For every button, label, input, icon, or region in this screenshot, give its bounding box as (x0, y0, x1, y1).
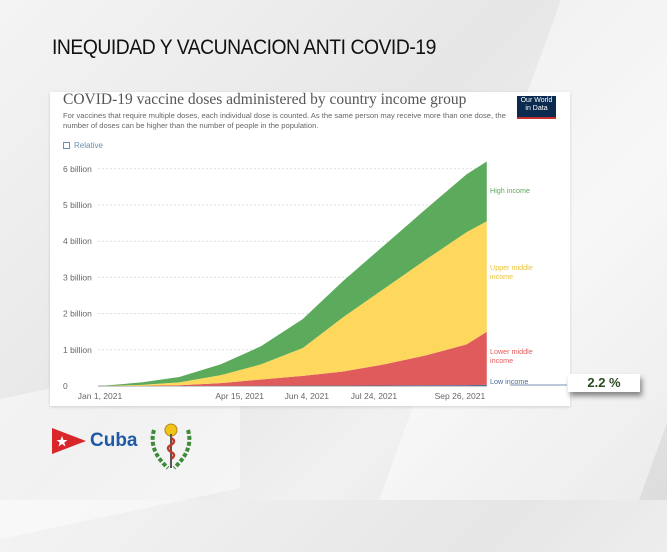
y-tick-label: 5 billion (63, 200, 92, 210)
y-tick-label: 6 billion (63, 164, 92, 174)
x-tick-label: Jun 4, 2021 (285, 391, 330, 401)
slide-title: INEQUIDAD Y VACUNACION ANTI COVID-19 (52, 36, 436, 59)
y-tick-label: 2 billion (63, 309, 92, 319)
cuba-logo-text: Cuba (90, 430, 138, 451)
area-low-income (100, 384, 487, 386)
chart-title: COVID-19 vaccine doses administered by c… (63, 91, 467, 108)
x-tick-label: Sep 26, 2021 (435, 391, 486, 401)
checkbox-icon[interactable] (63, 142, 70, 149)
y-tick-label: 4 billion (63, 236, 92, 246)
area-upper-middle-income (100, 221, 487, 386)
x-tick-label: Apr 15, 2021 (215, 391, 264, 401)
y-tick-label: 1 billion (63, 345, 92, 355)
series-label: High income (490, 186, 530, 195)
x-tick-label: Jan 1, 2021 (78, 391, 123, 401)
chart-svg: 0 1 billion 2 billion 3 billion 4 billion 5 b… (63, 161, 567, 401)
series-label: Upper middle income (490, 263, 533, 281)
y-tick-label: 0 (63, 381, 68, 391)
chart-subtitle: For vaccines that require multiple doses… (63, 111, 506, 130)
x-tick-label: Jul 24, 2021 (351, 391, 398, 401)
relative-toggle[interactable]: Relative (63, 141, 103, 150)
low-income-share-badge: 2.2 % (568, 374, 640, 392)
owid-logo: Our World in Data (517, 96, 556, 119)
series-label: Lower middle income (490, 347, 533, 365)
medical-emblem-icon (150, 423, 192, 470)
area-high-income (100, 161, 487, 386)
series-label: Low income (490, 377, 528, 386)
cuba-flag-icon (52, 428, 86, 454)
y-tick-label: 3 billion (63, 272, 92, 282)
relative-label: Relative (74, 141, 103, 150)
area-lower-middle-income (100, 331, 487, 386)
cuba-logo: Cuba (52, 428, 138, 454)
